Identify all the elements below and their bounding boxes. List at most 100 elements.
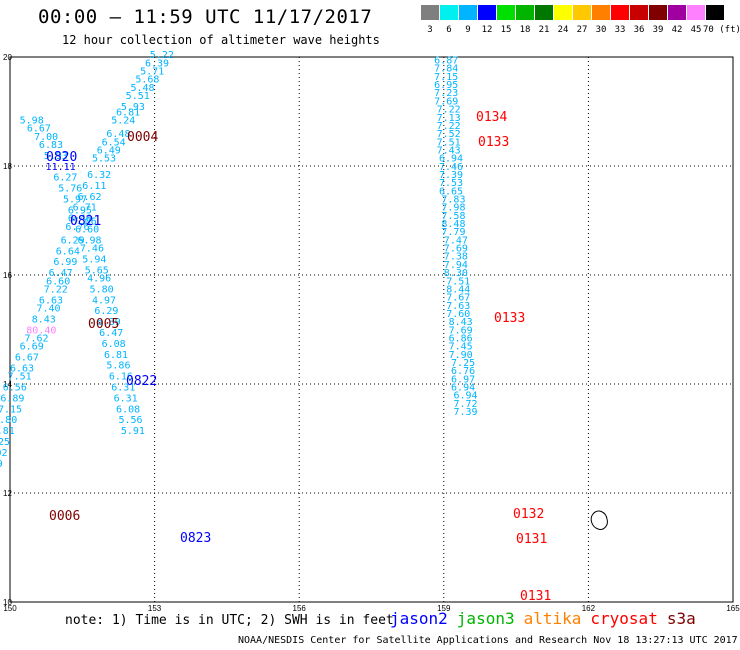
scale-swatch [554, 5, 572, 20]
scale-label: 27 [576, 25, 588, 35]
wave-height-value: 7.02 [0, 448, 8, 459]
wave-height-value: 5.65 [85, 265, 109, 276]
wave-height-value: 8.43 [32, 314, 56, 325]
scale-swatch [421, 5, 439, 20]
wave-height-value: 6.60 [46, 276, 70, 287]
scale-label: 39 [652, 25, 664, 35]
lon-tick-label: 150 [3, 604, 17, 613]
wave-height-value: 6.65 [439, 186, 463, 197]
wave-height-value: 6.98 [77, 235, 101, 246]
wave-height-value: 7.25 [451, 358, 475, 369]
lon-tick-label: 153 [148, 604, 162, 613]
wave-height-value: 6.81 [116, 107, 140, 118]
wave-height-value: 5.71 [140, 66, 164, 77]
wave-height-value: 6.46 [68, 214, 92, 225]
wave-height-value: 6.67 [15, 353, 39, 364]
wave-height-value: 7.52 [437, 129, 461, 140]
scale-swatch [478, 5, 496, 20]
lat-tick-label: 18 [3, 162, 12, 171]
wave-height-value: 7.43 [437, 145, 461, 156]
wave-height-value: 6.29 [61, 235, 85, 246]
wave-height-value: 6.32 [87, 170, 111, 181]
legend-entry: jason2 [390, 609, 448, 628]
lat-tick-label: 20 [3, 53, 12, 62]
lon-tick-label: 159 [437, 604, 451, 613]
pass-time-label: 0134 [476, 110, 507, 125]
scale-swatch [535, 5, 553, 20]
wave-height-value: 7.40 [37, 304, 61, 315]
wave-height-value: 6.39 [97, 317, 121, 328]
wave-height-value: 5.76 [58, 184, 82, 195]
scale-label: 9 [465, 25, 471, 35]
wave-height-value: 7.58 [441, 211, 465, 222]
wave-height-value: 4.96 [87, 274, 111, 285]
wave-height-value: 7.51 [446, 276, 470, 287]
wave-height-value: 6.63 [39, 295, 63, 306]
wave-height-value: 6.31 [114, 393, 138, 404]
wave-height-value: 6.63 [10, 363, 34, 374]
wave-height-value: 7.94 [444, 260, 468, 271]
pass-time-label: 0133 [494, 311, 525, 326]
wave-height-value: 5.24 [111, 115, 135, 126]
pass-time-label: 0005 [88, 317, 119, 332]
scale-label: 21 [538, 25, 550, 35]
wave-height-value: 6.94 [451, 383, 475, 394]
wave-height-value: 6.81 [0, 426, 15, 437]
scale-label: 70 (ft) [703, 25, 740, 35]
scale-label: 6 [446, 25, 452, 35]
scale-label: 45 [690, 25, 702, 35]
wave-height-value: 7.39 [439, 170, 463, 181]
wave-height-value: 7.67 [446, 293, 470, 304]
scale-swatch [497, 5, 515, 20]
wave-height-value: 7.38 [444, 252, 468, 263]
pass-time-label: 0132 [513, 507, 544, 522]
pass-time-label: 0131 [516, 532, 547, 547]
wave-height-value: 6.76 [65, 222, 89, 233]
wave-height-value: 6.83 [39, 140, 63, 151]
wave-height-value: 5.53 [92, 154, 116, 165]
wave-height-value: 6.94 [439, 154, 463, 165]
pass-time-label: 0004 [127, 130, 158, 145]
scale-swatch [459, 5, 477, 20]
lon-tick-label: 165 [726, 604, 740, 613]
scale-swatch [706, 5, 724, 20]
chart-subtitle: 12 hour collection of altimeter wave hei… [62, 33, 380, 47]
legend-entry: jason3 [456, 609, 515, 628]
lat-tick-label: 14 [3, 380, 12, 389]
scale-label: 15 [500, 25, 512, 35]
credit-line: NOAA/NESDIS Center for Satellite Applica… [238, 635, 738, 646]
wave-height-value: 5.86 [106, 361, 130, 372]
scale-swatch [687, 5, 705, 20]
wave-height-value: 6.86 [449, 333, 473, 344]
wave-height-value: 5.94 [82, 254, 106, 265]
wave-height-value: 8.43 [449, 317, 473, 328]
chart-title: 00:00 – 11:59 UTC 11/17/2017 [38, 6, 373, 28]
wave-height-value: 5.56 [118, 415, 142, 426]
wave-height-value: 6.08 [102, 339, 126, 350]
wave-height-value: 6.47 [99, 328, 123, 339]
wave-height-value: 7.51 [437, 137, 461, 148]
wave-height-value: 80.40 [26, 325, 56, 336]
wave-height-value: 7.22 [437, 121, 461, 132]
scale-swatch [516, 5, 534, 20]
pass-time-label: 0131 [520, 589, 551, 604]
pass-time-label: 0133 [478, 135, 509, 150]
wave-height-value: 6.54 [102, 137, 126, 148]
wave-height-value: 6.49 [97, 145, 121, 156]
scale-swatch [440, 5, 458, 20]
wave-height-value: 8.44 [446, 284, 470, 295]
wave-height-value: 6.80 [0, 415, 17, 426]
wave-height-value: 7.15 [434, 72, 458, 83]
lon-tick-label: 156 [293, 604, 307, 613]
wave-height-value: 5.91 [121, 426, 145, 437]
wave-height-value: 7.84 [434, 64, 458, 75]
wave-height-value: 7.19 [0, 459, 3, 470]
wave-height-value: 6.48 [106, 129, 130, 140]
wave-height-value: 5.93 [121, 102, 145, 113]
wave-height-value: 7.06 [73, 216, 97, 227]
wave-height-value: 7.62 [24, 333, 48, 344]
wave-height-value: 6.27 [53, 173, 77, 184]
wave-height-value: 4.97 [92, 295, 116, 306]
scale-swatch [649, 5, 667, 20]
wave-height-value: 6.99 [53, 257, 77, 268]
